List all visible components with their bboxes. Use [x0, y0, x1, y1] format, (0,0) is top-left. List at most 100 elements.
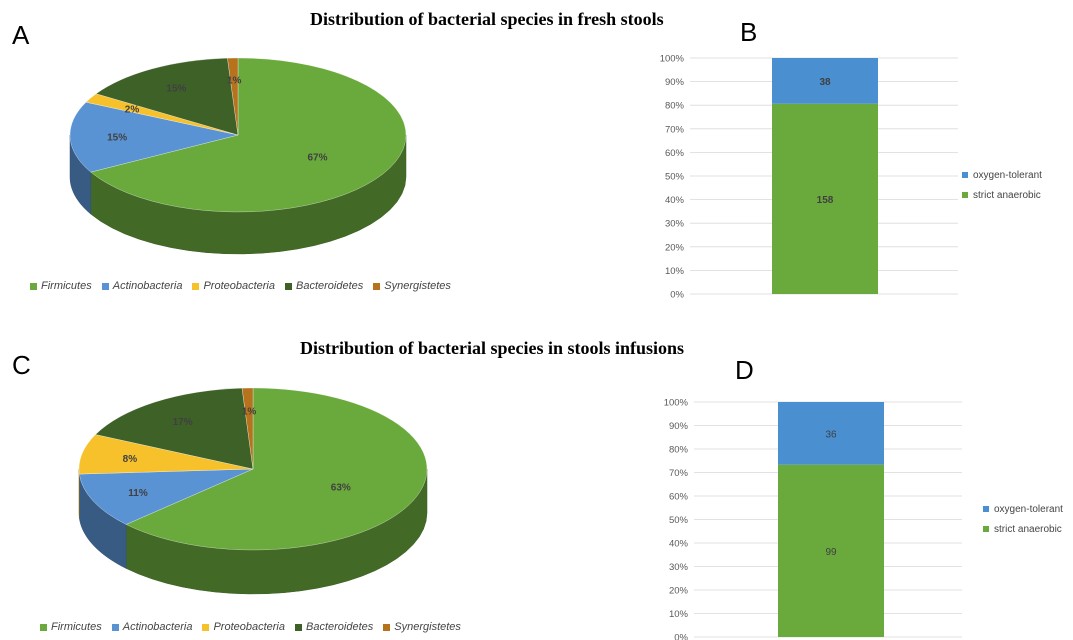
- pie-c-label-synergistetes: 1%: [242, 407, 257, 418]
- legend-label: oxygen-tolerant: [973, 169, 1042, 181]
- pie-a-label-bacteroidetes: 15%: [166, 83, 186, 94]
- legend-label: Proteobacteria: [203, 280, 275, 292]
- legend-item-bacteroidetes: Bacteroidetes: [295, 621, 373, 633]
- legend-item-firmicutes: Firmicutes: [40, 621, 102, 633]
- y-tick-label: 90%: [669, 421, 689, 432]
- y-tick-label: 100%: [664, 398, 689, 409]
- bar-d-oxygen-tolerant: [778, 402, 884, 465]
- legend-label: Synergistetes: [384, 280, 451, 292]
- y-tick-label: 0%: [670, 290, 684, 301]
- legend-item-proteobacteria: Proteobacteria: [192, 280, 275, 292]
- pie-a-label-proteobacteria: 2%: [125, 104, 140, 115]
- y-tick-label: 0%: [674, 633, 688, 640]
- y-tick-label: 10%: [669, 609, 689, 620]
- pie-a-label-firmicutes: 67%: [307, 153, 327, 164]
- panel-label-c: C: [12, 350, 31, 380]
- pie-a-label-actinobacteria: 15%: [107, 133, 127, 144]
- legend-label: Proteobacteria: [213, 621, 285, 633]
- pie-c-label-bacteroidetes: 17%: [173, 417, 193, 428]
- y-tick-label: 80%: [669, 445, 689, 456]
- y-tick-label: 10%: [665, 266, 685, 277]
- pie-c-slice-firmicutes: [125, 387, 428, 551]
- legend-item-synergistetes: Synergistetes: [373, 280, 451, 292]
- y-tick-label: 100%: [660, 54, 685, 65]
- bar-chart-b: 0% 10% 20% 30% 40% 50% 60% 70% 80% 90% 100% 158 38: [660, 54, 958, 301]
- bar-b-oxygen-tolerant: [772, 58, 878, 104]
- legend-label: Firmicutes: [51, 621, 102, 633]
- bar-legend-b: oxygen-tolerant strict anaerobic: [962, 165, 1042, 205]
- legend-swatch: [101, 282, 109, 290]
- title-stools-infusions: Distribution of bacterial species in sto…: [300, 338, 685, 358]
- y-tick-label: 40%: [669, 539, 689, 550]
- legend-label: Bacteroidetes: [296, 280, 364, 292]
- legend-swatch: [373, 282, 381, 290]
- bar-chart-d: 0% 10% 20% 30% 40% 50% 60% 70% 80% 90% 100% 99 36: [664, 398, 962, 640]
- legend-swatch: [383, 623, 391, 631]
- panel-label-d: D: [735, 355, 754, 385]
- bar-d-strict-anaerobic: [778, 464, 884, 637]
- legend-item-bacteroidetes: Bacteroidetes: [285, 280, 363, 292]
- legend-item-actinobacteria: Actinobacteria: [111, 621, 193, 633]
- y-tick-label: 30%: [669, 562, 689, 573]
- legend-label: Bacteroidetes: [306, 621, 374, 633]
- legend-item-strict-anaerobic: strict anaerobic: [962, 185, 1042, 205]
- legend-swatch: [962, 192, 968, 198]
- pie-c-slice-bacteroidetes: [95, 388, 254, 470]
- title-fresh-stools: Distribution of bacterial species in fre…: [310, 9, 664, 29]
- pie-c-label-actinobacteria: 11%: [128, 488, 148, 499]
- legend-label: Synergistetes: [394, 621, 461, 633]
- bar-b-strict-anaerobic: [772, 103, 878, 295]
- y-tick-label: 20%: [665, 242, 685, 253]
- pie-a-label-synergistetes: 1%: [227, 76, 242, 87]
- legend-item-proteobacteria: Proteobacteria: [202, 621, 285, 633]
- legend-label: strict anaerobic: [973, 189, 1041, 201]
- legend-swatch: [285, 282, 292, 290]
- legend-label: strict anaerobic: [994, 523, 1062, 535]
- legend-item-firmicutes: Firmicutes: [30, 280, 92, 292]
- y-tick-label: 70%: [665, 124, 685, 135]
- legend-swatch: [983, 506, 989, 512]
- legend-swatch: [40, 623, 47, 631]
- legend-label: Actinobacteria: [112, 280, 183, 292]
- legend-item-synergistetes: Synergistetes: [383, 621, 461, 633]
- legend-label: oxygen-tolerant: [994, 503, 1063, 515]
- legend-swatch: [192, 282, 200, 290]
- pie-chart-a: 67% 15% 2% 15% 1%: [69, 57, 407, 255]
- pie-chart-c: 63% 11% 8% 17% 1%: [78, 387, 428, 595]
- panel-label-b: B: [740, 17, 758, 47]
- y-tick-label: 60%: [669, 492, 689, 503]
- y-tick-label: 30%: [665, 219, 685, 230]
- pie-a-slice-firmicutes: [90, 57, 407, 213]
- bar-legend-d: oxygen-tolerant strict anaerobic: [983, 499, 1063, 539]
- y-tick-label: 50%: [669, 515, 689, 526]
- legend-swatch: [295, 623, 302, 631]
- y-tick-label: 70%: [669, 468, 689, 479]
- pie-legend-c: Firmicutes Actinobacteria Proteobacteria Ba…: [40, 621, 461, 633]
- y-tick-label: 40%: [665, 195, 685, 206]
- y-tick-label: 80%: [665, 101, 685, 112]
- legend-item-strict-anaerobic: strict anaerobic: [983, 519, 1063, 539]
- y-tick-label: 90%: [665, 77, 685, 88]
- pie-c-label-proteobacteria: 8%: [123, 454, 138, 465]
- legend-swatch: [962, 172, 968, 178]
- legend-label: Firmicutes: [41, 280, 92, 292]
- bar-d-strict-anaerobic-value: 99: [825, 547, 837, 558]
- legend-label: Actinobacteria: [122, 621, 193, 633]
- y-tick-label: 20%: [669, 586, 689, 597]
- bar-b-strict-anaerobic-value: 158: [817, 195, 834, 206]
- pie-c-slice-synergistetes: [241, 387, 254, 470]
- legend-swatch: [111, 623, 119, 631]
- pie-legend-a: Firmicutes Actinobacteria Proteobacteria Ba…: [30, 280, 451, 292]
- legend-item-oxygen-tolerant: oxygen-tolerant: [983, 499, 1063, 519]
- pie-c-slice-actinobacteria: [79, 468, 254, 525]
- y-tick-label: 60%: [665, 148, 685, 159]
- panel-label-a: A: [12, 20, 30, 50]
- pie-a-slice-bacteroidetes: [95, 57, 239, 136]
- y-tick-label: 50%: [665, 172, 685, 183]
- legend-swatch: [983, 526, 989, 532]
- legend-item-actinobacteria: Actinobacteria: [101, 280, 183, 292]
- legend-swatch: [202, 623, 210, 631]
- bar-d-oxygen-tolerant-value: 36: [825, 429, 837, 440]
- legend-swatch: [30, 282, 37, 290]
